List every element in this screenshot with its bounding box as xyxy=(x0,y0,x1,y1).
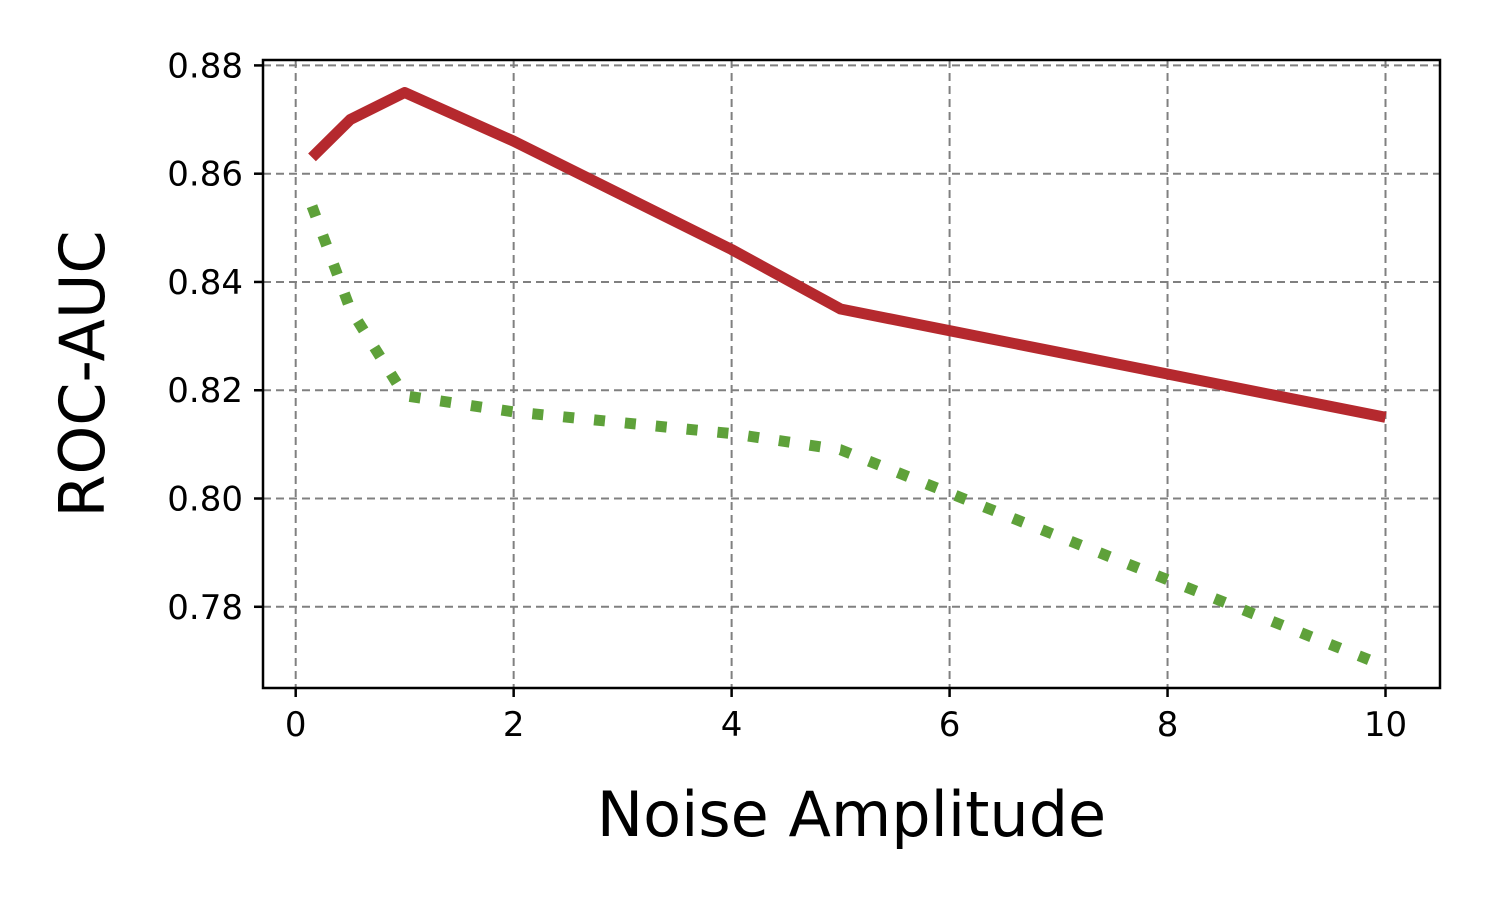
x-tick-label: 4 xyxy=(721,705,743,745)
y-tick-label: 0.86 xyxy=(167,155,243,195)
y-tick-label: 0.80 xyxy=(167,480,243,520)
x-tick-label: 2 xyxy=(503,705,525,745)
series-layer xyxy=(306,87,1388,672)
y-axis-title: ROC-AUC xyxy=(46,230,119,517)
y-tick-label: 0.84 xyxy=(167,263,243,303)
series-line-1 xyxy=(308,87,1387,423)
series-line-2 xyxy=(306,204,1388,672)
ticks: 0 2 4 6 8 10 0.78 0.80 0.82 0.84 0.86 0.88 xyxy=(167,46,1407,745)
x-tick-label: 0 xyxy=(285,705,307,745)
x-axis-title: Noise Amplitude xyxy=(597,778,1106,851)
x-tick-label: 6 xyxy=(939,705,961,745)
x-tick-label: 10 xyxy=(1364,705,1407,745)
y-tick-label: 0.88 xyxy=(167,46,243,86)
grid xyxy=(263,60,1440,688)
y-tick-label: 0.78 xyxy=(167,588,243,628)
y-tick-label: 0.82 xyxy=(167,371,243,411)
x-tick-label: 8 xyxy=(1157,705,1179,745)
plot-frame xyxy=(261,58,1442,690)
